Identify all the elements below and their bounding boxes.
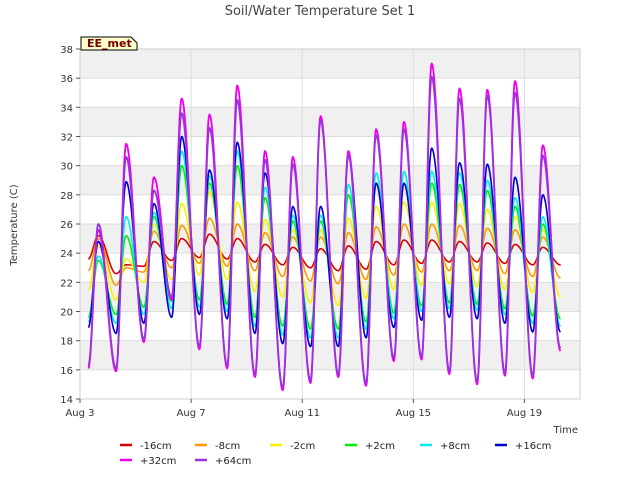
y-tick-label: 36 — [60, 74, 73, 85]
legend-label: +64cm — [215, 456, 251, 467]
background-band — [80, 107, 580, 137]
x-tick-label: Aug 15 — [396, 408, 431, 419]
legend-label: +2cm — [365, 441, 395, 452]
y-tick-label: 26 — [60, 220, 73, 231]
background-band — [80, 340, 580, 370]
background-band — [80, 165, 580, 195]
chart-title: Soil/Water Temperature Set 1 — [225, 4, 416, 19]
legend: -16cm -8cm -2cm +2cm +8cm +16cm +32cm +64cm — [120, 441, 551, 467]
y-tick-label: 28 — [60, 191, 73, 202]
y-tick-label: 18 — [60, 337, 73, 348]
y-tick-label: 24 — [60, 249, 73, 260]
y-tick-label: 16 — [60, 366, 73, 377]
site-label-text: EE_met — [87, 37, 132, 50]
x-tick-label: Aug 11 — [285, 408, 320, 419]
y-tick-label: 22 — [60, 278, 73, 289]
x-axis-label: Time — [553, 425, 578, 436]
legend-label: -8cm — [215, 441, 240, 452]
y-tick-label: 20 — [60, 308, 73, 319]
x-tick-label: Aug 19 — [507, 408, 542, 419]
y-axis-label: Temperature (C) — [9, 184, 20, 266]
legend-label: -2cm — [290, 441, 315, 452]
legend-label: +16cm — [515, 441, 551, 452]
x-axis: Aug 3 Aug 7 Aug 11 Aug 15 Aug 19 — [65, 399, 542, 419]
x-tick-label: Aug 3 — [65, 408, 94, 419]
series-lines — [87, 62, 562, 392]
legend-label: +8cm — [440, 441, 470, 452]
x-tick-label: Aug 7 — [177, 408, 206, 419]
y-tick-label: 34 — [60, 103, 73, 114]
y-axis: 14 16 18 20 22 24 26 28 30 32 34 36 38 — [60, 45, 80, 406]
y-tick-label: 32 — [60, 133, 73, 144]
y-tick-label: 14 — [60, 395, 73, 406]
y-tick-label: 30 — [60, 162, 73, 173]
site-label-badge: EE_met — [80, 36, 138, 51]
background-band — [80, 49, 580, 79]
y-tick-label: 38 — [60, 45, 73, 56]
legend-label: -16cm — [140, 441, 172, 452]
legend-label: +32cm — [140, 456, 176, 467]
series-line-7 — [87, 75, 562, 389]
